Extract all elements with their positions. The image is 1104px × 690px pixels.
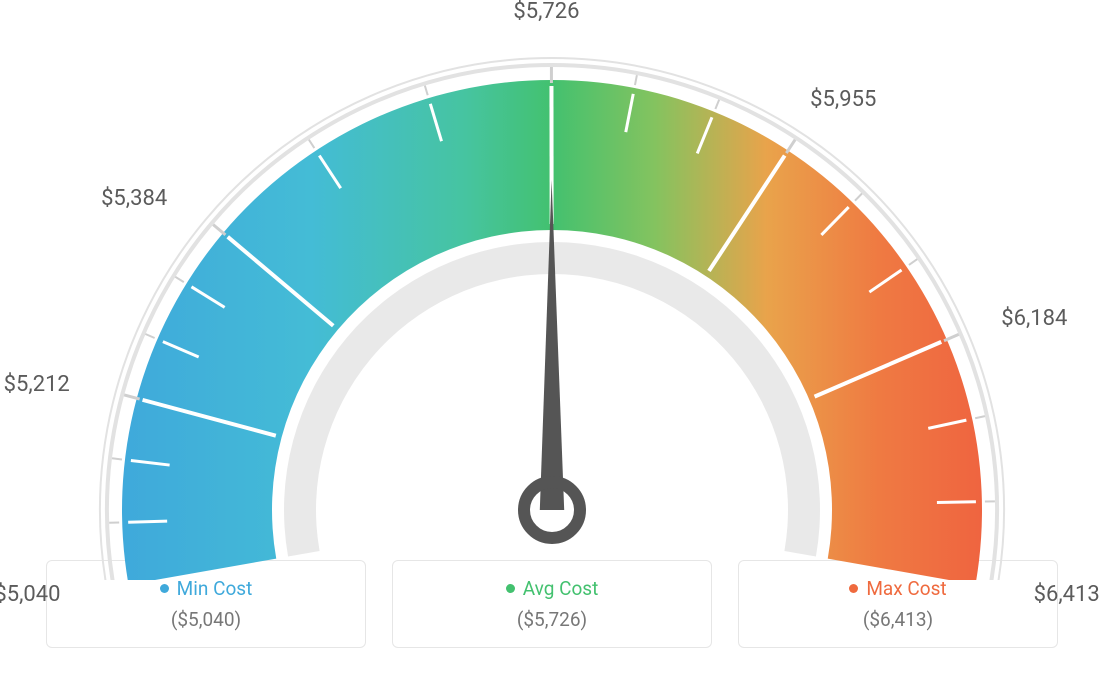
gauge-svg	[52, 40, 1052, 580]
legend-bullet-avg	[506, 584, 515, 593]
gauge-tick-label: $5,384	[101, 186, 167, 211]
legend-bullet-max	[849, 584, 858, 593]
legend-title-min: Min Cost	[177, 577, 253, 600]
legend-title-max: Max Cost	[866, 577, 946, 600]
gauge-chart: $5,040$5,212$5,384$5,726$5,955$6,184$6,4…	[0, 0, 1104, 560]
gauge-tick-label: $6,184	[1001, 306, 1067, 331]
legend-value-min: ($5,040)	[171, 608, 241, 631]
legend-value-max: ($6,413)	[863, 608, 933, 631]
legend-bullet-min	[160, 584, 169, 593]
legend-value-avg: ($5,726)	[517, 608, 587, 631]
legend-title-row: Avg Cost	[506, 577, 599, 600]
gauge-tick-label: $5,040	[0, 582, 61, 607]
gauge-tick-label: $6,413	[1034, 582, 1100, 607]
legend-title-row: Min Cost	[160, 577, 253, 600]
gauge-tick-label: $5,212	[4, 372, 70, 397]
gauge-tick-label: $5,726	[513, 0, 579, 24]
legend-title-avg: Avg Cost	[523, 577, 599, 600]
legend-title-row: Max Cost	[849, 577, 946, 600]
gauge-tick-label: $5,955	[810, 87, 876, 112]
